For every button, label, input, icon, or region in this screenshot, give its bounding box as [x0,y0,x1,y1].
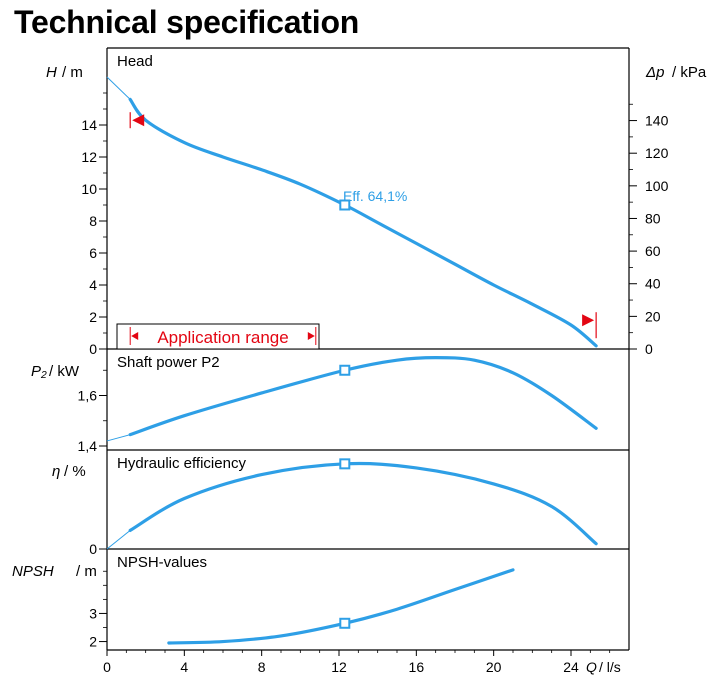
efficiency-label: Eff. 64,1% [343,188,407,204]
y2-axis-label-var: Δp [645,64,664,81]
duty-point-marker-efficiency [339,458,351,470]
y2-tick-label: 0 [645,341,653,357]
x-tick-label: 24 [563,659,579,675]
y-axis-label-unit-efficiency: / % [64,463,86,480]
x-axis-label-unit: / l/s [599,659,621,675]
extrapolation-line-head [106,76,131,100]
application-range-right-arrow-icon [307,332,315,340]
y2-tick-label: 20 [645,308,661,324]
curve-npsh [167,568,515,645]
y2-tick-label: 40 [645,276,661,292]
duty-point-marker-head [339,199,351,211]
curve-power [128,356,598,437]
application-range-box [116,323,320,350]
application-range-label: Application range [157,328,288,347]
y2-axis-label-unit: / kPa [672,64,707,81]
y-tick-label-head: 14 [81,117,97,133]
y-axis-label-unit-npsh: / m [76,563,97,580]
panel-title-efficiency: Hydraulic efficiency [117,455,246,472]
y-tick-label-head: 0 [89,341,97,357]
y-axis-label-var-efficiency: η [52,463,60,480]
application-range-left-arrow-icon [131,332,139,340]
y-tick-label-head: 8 [89,213,97,229]
y-tick-label-head: 4 [89,277,97,293]
x-tick-label: 12 [331,659,347,675]
duty-point-marker-power [339,364,351,376]
y-axis-label-var-npsh: NPSH [12,563,54,580]
duty-point-marker-npsh [339,617,351,629]
y-tick-label-efficiency: 0 [89,541,97,557]
extrapolation-line-efficiency [106,530,131,550]
annotations: Eff. 64,1% Application range [116,112,597,629]
y2-tick-label: 60 [645,243,661,259]
y-tick-label-npsh: 2 [89,634,97,650]
page-title: Technical specification [14,4,360,40]
y-tick-label-head: 2 [89,309,97,325]
range-start-flag-icon [132,114,145,127]
y-tick-label-head: 10 [81,181,97,197]
y2-tick-label: 100 [645,178,669,194]
y-axis-label-unit-power: / kW [49,363,80,380]
y-axis-label-unit-head: / m [62,64,83,81]
x-tick-label: 8 [258,659,266,675]
panel-title-npsh: NPSH-values [117,554,207,571]
x-tick-label: 0 [103,659,111,675]
extrapolation-line-power [106,434,131,442]
y2-tick-label: 80 [645,210,661,226]
y2-tick-label: 120 [645,145,669,161]
y-tick-label-head: 12 [81,149,97,165]
y-tick-label-head: 6 [89,245,97,261]
curve-efficiency [128,461,598,546]
panel-title-power: Shaft power P2 [117,354,220,371]
x-tick-label: 16 [409,659,425,675]
y2-tick-label: 140 [645,113,669,129]
y-tick-label-power: 1,6 [78,388,98,404]
y-axis-label-var-power: P₂ [31,363,47,380]
x-tick-label: 20 [486,659,502,675]
y-tick-label-npsh: 3 [89,605,97,621]
panel-title-head: Head [117,53,153,70]
y-tick-label-power: 1,4 [78,438,98,454]
x-axis-label-var: Q [586,659,597,675]
range-end-flag-icon [582,314,595,327]
y-axis-label-var-head: H [46,64,57,81]
curve-head [128,97,598,348]
x-tick-label: 4 [180,659,188,675]
